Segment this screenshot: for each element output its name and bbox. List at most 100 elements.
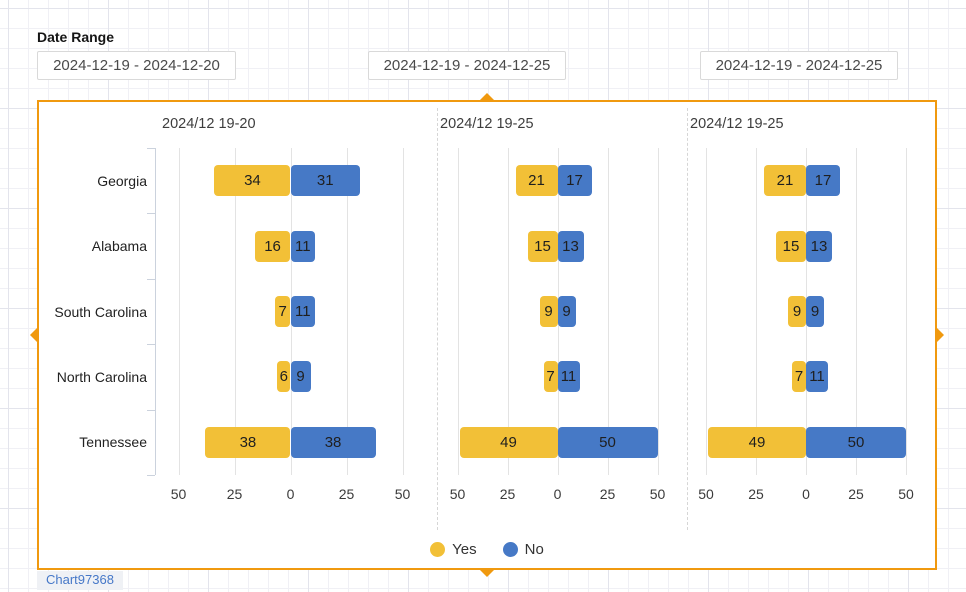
category-label: Georgia <box>97 172 147 189</box>
category-label: South Carolina <box>54 303 147 320</box>
bar-no[interactable]: 11 <box>290 296 316 327</box>
bar-value-label: 7 <box>546 368 555 386</box>
legend-item-yes[interactable]: Yes <box>430 541 477 558</box>
category-axis-line <box>155 148 156 475</box>
category-axis-tick <box>147 213 155 215</box>
bar-value-label: 38 <box>239 433 257 451</box>
gridline <box>756 148 757 475</box>
legend-item-no[interactable]: No <box>502 540 544 558</box>
gridline <box>856 148 857 475</box>
resize-handle-top-icon[interactable] <box>479 93 495 101</box>
gridline <box>507 148 509 475</box>
bar-value-label: 7 <box>278 303 287 320</box>
bar-yes[interactable]: 49 <box>708 426 806 458</box>
bar-no[interactable]: 31 <box>290 165 360 197</box>
bar-no[interactable]: 9 <box>290 361 311 393</box>
gridline <box>234 148 236 475</box>
bar-yes[interactable]: 34 <box>214 165 291 197</box>
panel-title: 2024/12 19-20 <box>162 116 256 132</box>
bar-no[interactable]: 50 <box>806 426 906 458</box>
panel-divider <box>687 108 688 530</box>
bar-no[interactable]: 17 <box>557 165 592 197</box>
bar-value-label: 16 <box>264 237 281 255</box>
bar-value-label: 17 <box>814 172 832 190</box>
bar-value-label: 49 <box>500 433 517 451</box>
panel-title: 2024/12 19-25 <box>440 116 534 132</box>
bar-yes[interactable]: 9 <box>539 296 558 327</box>
x-axis-tick-label: 50 <box>449 486 466 502</box>
legend-dot-icon <box>502 541 518 557</box>
x-axis-tick-label: 0 <box>286 486 295 502</box>
panel-divider <box>437 108 438 530</box>
resize-handle-bottom-icon[interactable] <box>479 569 495 577</box>
bar-no[interactable]: 38 <box>290 426 376 458</box>
gridline <box>457 148 459 475</box>
x-axis-tick-label: 25 <box>338 486 355 502</box>
bar-yes[interactable]: 7 <box>792 361 806 393</box>
bar-yes[interactable]: 7 <box>543 361 558 393</box>
resize-handle-left-icon[interactable] <box>30 327 38 343</box>
bar-value-label: 9 <box>544 303 553 320</box>
bar-value-label: 21 <box>528 172 545 190</box>
x-axis-tick-label: 25 <box>599 486 616 502</box>
bar-no[interactable]: 9 <box>557 296 576 327</box>
x-axis-tick-label: 0 <box>802 486 810 502</box>
gridline <box>906 148 907 475</box>
x-axis-tick-label: 50 <box>394 486 411 502</box>
legend-dot-icon <box>430 541 446 557</box>
gridline <box>402 148 404 475</box>
bar-value-label: 13 <box>562 237 579 255</box>
bar-no[interactable]: 13 <box>806 230 832 262</box>
bar-no[interactable]: 11 <box>806 361 828 393</box>
bar-value-label: 9 <box>792 303 802 320</box>
bar-value-label: 34 <box>244 172 261 190</box>
bar-no[interactable]: 11 <box>290 230 316 262</box>
chart-legend: Yes No <box>39 538 935 560</box>
bar-yes[interactable]: 49 <box>459 426 558 458</box>
bar-value-label: 11 <box>295 303 311 320</box>
bar-value-label: 21 <box>776 172 794 190</box>
x-axis-tick-label: 50 <box>698 486 714 502</box>
bar-no[interactable]: 13 <box>557 230 584 262</box>
gridline <box>706 148 707 475</box>
category-label: North Carolina <box>56 368 147 385</box>
bar-yes[interactable]: 15 <box>527 230 558 262</box>
bar-value-label: 7 <box>794 368 804 386</box>
bar-yes[interactable]: 7 <box>274 296 291 327</box>
bar-yes[interactable]: 16 <box>254 230 291 262</box>
category-axis-tick <box>147 344 155 346</box>
chart-widget[interactable]: 2024/12 19-20 50 25 0 25 50 Georgia 34 31 Alabama… <box>30 93 944 577</box>
bar-value-label: 13 <box>810 237 828 255</box>
gridline <box>346 148 348 475</box>
x-axis-tick-label: 25 <box>499 486 516 502</box>
bar-value-label: 9 <box>296 368 305 386</box>
bar-yes[interactable]: 6 <box>277 361 291 393</box>
bar-yes[interactable]: 9 <box>788 296 806 327</box>
legend-label: No <box>524 540 544 558</box>
category-axis-tick <box>147 409 155 411</box>
bar-no[interactable]: 11 <box>557 361 580 393</box>
bar-no[interactable]: 50 <box>557 426 658 458</box>
date-range-input-1[interactable] <box>37 51 236 80</box>
x-axis-tick-label: 50 <box>898 486 914 502</box>
date-range-label: Date Range <box>37 29 115 45</box>
resize-handle-right-icon[interactable] <box>936 327 944 343</box>
date-range-input-3[interactable] <box>700 51 898 80</box>
bar-yes[interactable]: 21 <box>515 165 558 197</box>
bar-no[interactable]: 9 <box>806 296 824 327</box>
bar-yes[interactable]: 38 <box>205 426 291 458</box>
category-axis-tick <box>147 278 155 280</box>
bar-value-label: 31 <box>316 172 334 190</box>
x-axis-tick-label: 25 <box>848 486 864 502</box>
x-axis-tick-label: 25 <box>748 486 764 502</box>
bar-yes[interactable]: 21 <box>764 165 806 197</box>
category-axis-tick <box>147 148 155 149</box>
bar-no[interactable]: 17 <box>806 165 840 197</box>
bar-value-label: 11 <box>295 237 311 255</box>
category-label: Tennessee <box>79 434 147 451</box>
date-range-input-2[interactable] <box>368 51 566 80</box>
widget-name-tag[interactable]: Chart97368 <box>37 571 123 590</box>
bar-yes[interactable]: 15 <box>776 230 806 262</box>
category-axis-tick <box>147 475 155 476</box>
